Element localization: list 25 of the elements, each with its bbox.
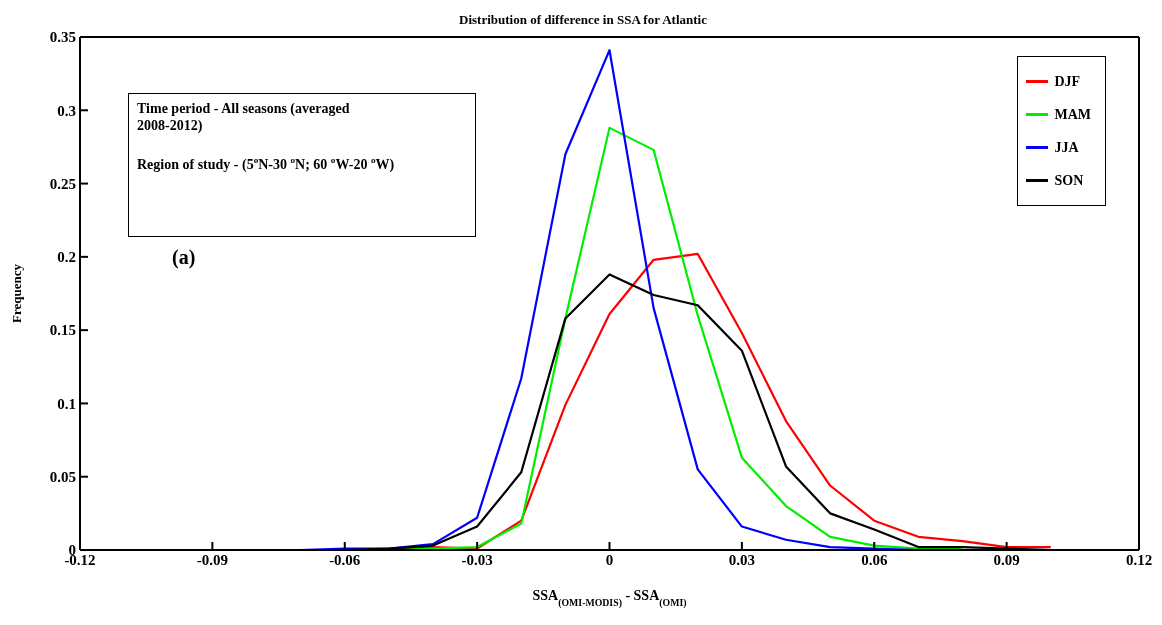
y-tick-label: 0.2	[57, 249, 76, 266]
x-tick-label: 0.06	[861, 551, 888, 568]
x-axis-title: SSA$_{(OMI-MODIS)}$ - SSA$_{(OMI)}$	[532, 588, 687, 609]
y-tick-label: 0.15	[49, 322, 76, 339]
chart-title: Distribution of difference in SSA for Atlantic	[458, 12, 708, 28]
text-frame: Time period - All seasons (averaged 2008-2012) Region of study - (5$^{o}$N-30 $^{o}$N; 60 $^{o}$W-20 $^{o}$W)	[128, 93, 476, 237]
y-tick-label: 0.1	[57, 395, 76, 412]
y-tick-label: 0.35	[49, 29, 76, 46]
x-tick-label: 0	[605, 551, 614, 568]
y-axis-title: Frequency	[8, 263, 24, 323]
x-tick-label: -0.03	[461, 551, 493, 568]
y-tick-label: 0.25	[49, 175, 76, 192]
annotation: Time period - All seasons (averaged 2008-2012)	[137, 101, 350, 133]
x-tick-label: -0.06	[329, 551, 361, 568]
annotation: (a)	[172, 246, 196, 268]
legend-label: DJF	[1054, 73, 1081, 90]
y-tick-label: 0.05	[49, 469, 76, 486]
legend-label: JJA	[1054, 139, 1079, 156]
y-tick-label: 0.3	[57, 102, 76, 119]
legend-label: MAM	[1054, 106, 1091, 123]
legend-label: SON	[1054, 172, 1084, 189]
x-tick-label: -0.09	[196, 551, 228, 568]
x-tick-label: 0.03	[728, 551, 755, 568]
x-tick-label: 0.12	[1125, 551, 1153, 568]
x-tick-label: 0.09	[993, 551, 1020, 568]
